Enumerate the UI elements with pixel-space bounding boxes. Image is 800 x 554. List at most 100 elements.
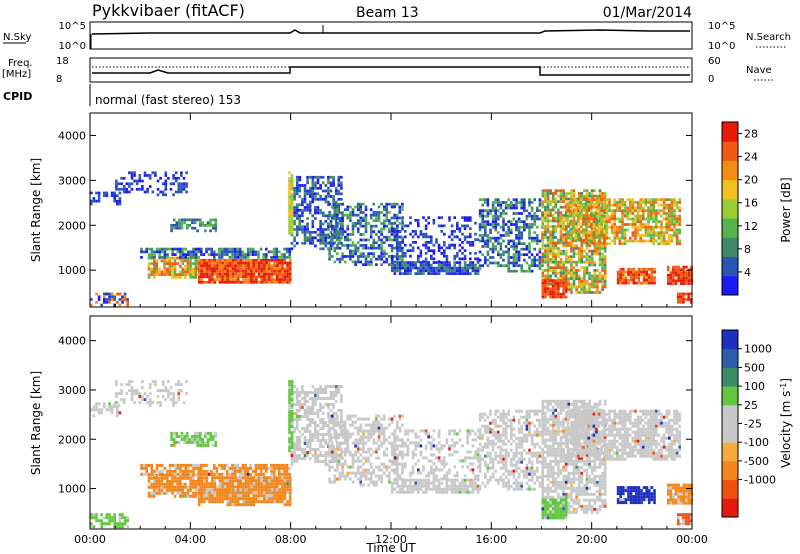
power-cell bbox=[652, 214, 655, 218]
velocity-cell bbox=[254, 472, 258, 476]
velocity-cell bbox=[249, 472, 252, 476]
power-cell bbox=[642, 206, 645, 210]
power-cell bbox=[551, 192, 555, 195]
power-cell bbox=[478, 214, 482, 218]
power-cell bbox=[603, 236, 606, 240]
velocity-cell bbox=[306, 445, 309, 448]
power-cell bbox=[208, 278, 211, 281]
power-cell bbox=[567, 277, 571, 281]
power-cell bbox=[207, 253, 211, 256]
power-cell bbox=[173, 256, 177, 260]
power-cell bbox=[275, 275, 279, 279]
velocity-cell bbox=[176, 463, 180, 467]
power-cell bbox=[549, 266, 552, 270]
power-cell bbox=[141, 185, 144, 188]
power-cell bbox=[210, 275, 214, 279]
power-cell bbox=[268, 264, 271, 268]
power-cell bbox=[590, 282, 594, 286]
power-cell bbox=[634, 236, 637, 240]
velocity-cell bbox=[288, 500, 292, 504]
power-cell bbox=[377, 257, 381, 261]
power-cell bbox=[461, 257, 464, 261]
power-cell bbox=[577, 223, 580, 226]
power-cell bbox=[557, 247, 560, 250]
velocity-cell bbox=[213, 497, 217, 501]
velocity-cell bbox=[103, 516, 106, 520]
power-cell bbox=[603, 242, 606, 246]
power-cell bbox=[562, 236, 565, 239]
power-cell bbox=[189, 273, 192, 276]
power-cell bbox=[621, 242, 624, 246]
power-cell bbox=[587, 206, 590, 210]
power-cell bbox=[536, 258, 539, 262]
power-cell bbox=[126, 298, 129, 301]
velocity-cell bbox=[181, 469, 185, 473]
power-cell bbox=[549, 219, 552, 223]
power-cell bbox=[504, 231, 508, 235]
power-cell bbox=[673, 225, 676, 229]
velocity-cell bbox=[293, 451, 296, 454]
power-cell bbox=[290, 241, 294, 245]
power-cell bbox=[572, 282, 576, 286]
power-cell bbox=[351, 260, 355, 264]
power-cell bbox=[458, 238, 462, 242]
power-cell bbox=[110, 191, 114, 195]
velocity-cell bbox=[216, 476, 219, 480]
power-cell bbox=[319, 175, 322, 179]
velocity-cell bbox=[241, 463, 245, 467]
velocity-cell bbox=[211, 434, 215, 438]
power-cell bbox=[380, 238, 383, 242]
power-cell bbox=[551, 266, 555, 270]
velocity-cell bbox=[126, 525, 129, 529]
power-cell bbox=[125, 190, 129, 194]
power-cell bbox=[489, 239, 492, 243]
power-cell bbox=[559, 214, 563, 217]
power-cell bbox=[288, 267, 292, 270]
power-cell bbox=[597, 234, 601, 237]
power-cell bbox=[562, 222, 565, 226]
velocity-cell bbox=[192, 466, 195, 470]
power-cell bbox=[544, 225, 547, 228]
velocity-cell bbox=[160, 488, 164, 492]
power-cell bbox=[631, 209, 635, 213]
velocity-cell bbox=[153, 472, 156, 476]
power-cell bbox=[336, 213, 339, 217]
power-cell bbox=[650, 270, 654, 274]
power-cell bbox=[126, 303, 129, 307]
power-cell bbox=[308, 236, 312, 240]
velocity-cell bbox=[252, 469, 255, 473]
power-cell bbox=[567, 197, 571, 201]
velocity-cell bbox=[215, 466, 219, 470]
power-cell bbox=[648, 267, 651, 271]
velocity-cell bbox=[218, 463, 221, 467]
power-cell bbox=[218, 267, 222, 270]
power-cell bbox=[684, 292, 688, 296]
velocity-cell bbox=[121, 525, 124, 529]
velocity-cell bbox=[329, 409, 333, 412]
power-cell bbox=[223, 272, 227, 276]
power-cell bbox=[585, 252, 589, 256]
velocity-cell bbox=[324, 451, 328, 454]
power-cell bbox=[244, 269, 248, 273]
velocity-cell bbox=[290, 463, 294, 466]
velocity-cell bbox=[319, 403, 322, 406]
power-cell bbox=[422, 263, 425, 267]
velocity-cell bbox=[316, 412, 320, 415]
power-cell bbox=[546, 197, 550, 201]
power-cell bbox=[590, 277, 594, 281]
power-cell bbox=[469, 227, 472, 231]
power-cell bbox=[173, 276, 177, 279]
power-cell bbox=[478, 198, 482, 202]
power-cell bbox=[393, 272, 397, 275]
velocity-cell bbox=[328, 444, 331, 448]
power-cell bbox=[422, 260, 425, 264]
power-cell bbox=[541, 214, 545, 217]
power-cell bbox=[340, 184, 343, 187]
power-cell bbox=[541, 225, 545, 228]
velocity-cell bbox=[236, 485, 240, 489]
power-cell bbox=[621, 220, 624, 224]
power-cell bbox=[213, 258, 217, 262]
power-cell bbox=[221, 278, 224, 281]
power-cell bbox=[210, 247, 213, 251]
